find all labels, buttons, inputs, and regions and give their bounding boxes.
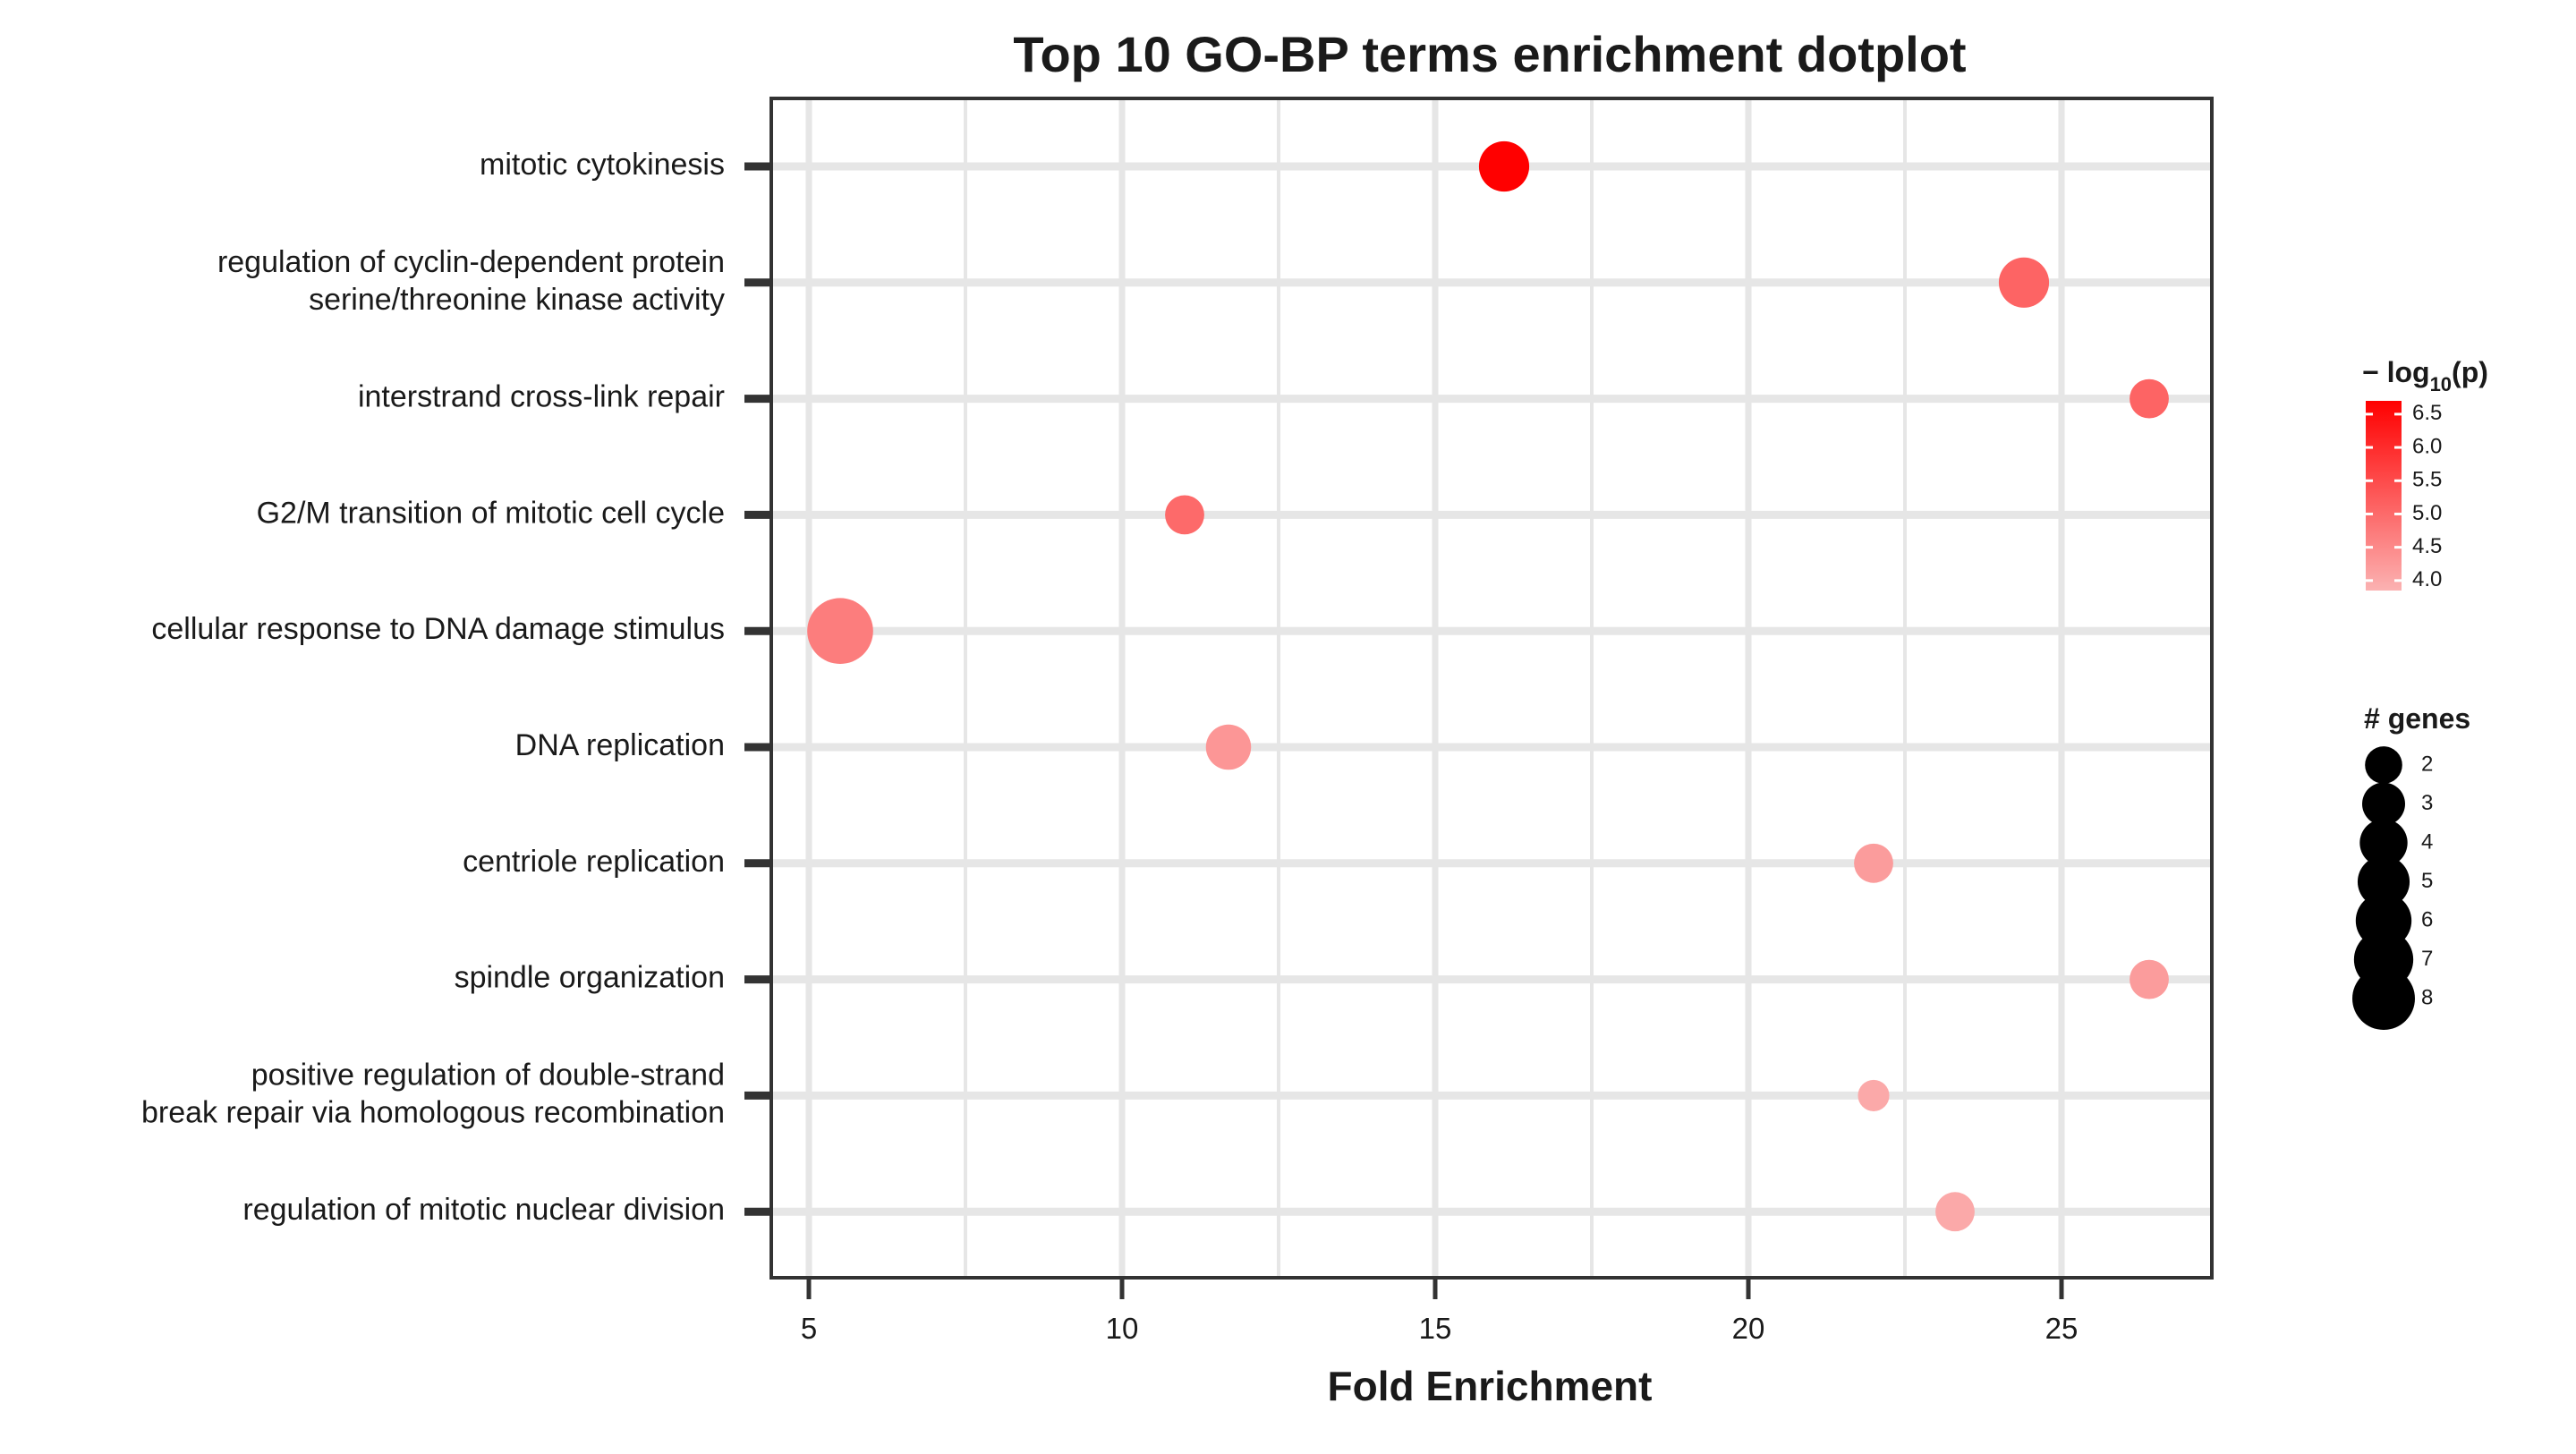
data-point <box>1205 724 1252 770</box>
data-point <box>1478 140 1530 192</box>
data-point <box>1854 843 1893 883</box>
size-legend-key <box>2365 746 2402 784</box>
size-legend-label: 6 <box>2421 907 2433 931</box>
data-point <box>1935 1192 1975 1232</box>
color-legend: − log10(p) 6.5 6.0 5.5 5.0 4.5 4.0 <box>2362 356 2488 591</box>
size-legend-key <box>2362 782 2405 826</box>
data-point <box>1998 257 2050 308</box>
size-legend-label: 2 <box>2421 752 2433 776</box>
size-legend-label: 3 <box>2421 791 2433 815</box>
size-legend-label: 4 <box>2421 829 2433 854</box>
data-point <box>807 598 873 665</box>
size-legend-key <box>2357 855 2410 908</box>
size-legend-label: 5 <box>2421 869 2433 893</box>
y-tick-label: regulation of cyclin-dependent protein se… <box>217 245 725 317</box>
color-legend-title: − log10(p) <box>2362 356 2488 395</box>
x-tick-label: 20 <box>1732 1312 1765 1345</box>
y-tick-label: positive regulation of double-strand brea… <box>141 1058 725 1129</box>
data-point <box>2130 959 2169 999</box>
y-tick-label: centriole replication <box>463 845 725 879</box>
x-tick-label: 15 <box>1419 1312 1452 1345</box>
data-point <box>2130 378 2169 419</box>
color-legend-label: 5.5 <box>2412 468 2442 492</box>
y-tick-label: mitotic cytokinesis <box>480 148 725 182</box>
data-point <box>1858 1079 1890 1111</box>
x-axis-title: Fold Enrichment <box>1328 1363 1653 1409</box>
size-legend: # genes 2 3 4 5 6 7 8 <box>2352 702 2470 1030</box>
y-tick-label: interstrand cross-link repair <box>358 380 725 414</box>
size-legend-key <box>2359 819 2408 867</box>
y-tick-label: G2/M transition of mitotic cell cycle <box>257 496 725 530</box>
plot-panel-border <box>769 97 2214 1280</box>
chart-title: Top 10 GO-BP terms enrichment dotplot <box>1013 26 1966 82</box>
color-legend-bar <box>2366 401 2402 591</box>
y-tick-label: regulation of mitotic nuclear division <box>242 1193 725 1227</box>
color-legend-label: 6.5 <box>2412 401 2442 425</box>
color-legend-label: 4.0 <box>2412 567 2442 591</box>
x-tick-label: 25 <box>2045 1312 2079 1345</box>
size-legend-title: # genes <box>2364 702 2470 735</box>
data-points <box>807 140 2169 1232</box>
size-legend-label: 8 <box>2421 985 2433 1009</box>
color-legend-label: 6.0 <box>2412 434 2442 458</box>
y-tick-label: spindle organization <box>455 961 725 995</box>
x-tick-label: 5 <box>801 1312 817 1345</box>
color-legend-label: 4.5 <box>2412 534 2442 558</box>
size-legend-label: 7 <box>2421 947 2433 971</box>
y-tick-label: DNA replication <box>515 728 725 762</box>
grid-lines <box>771 98 2212 1278</box>
y-tick-label: cellular response to DNA damage stimulus <box>151 612 725 646</box>
color-legend-label: 5.0 <box>2412 501 2442 525</box>
size-legend-key <box>2352 967 2415 1030</box>
x-tick-label: 10 <box>1106 1312 1139 1345</box>
data-point <box>1165 495 1204 535</box>
axis-ticks-and-labels: mitotic cytokinesis regulation of cyclin-… <box>141 148 2078 1345</box>
